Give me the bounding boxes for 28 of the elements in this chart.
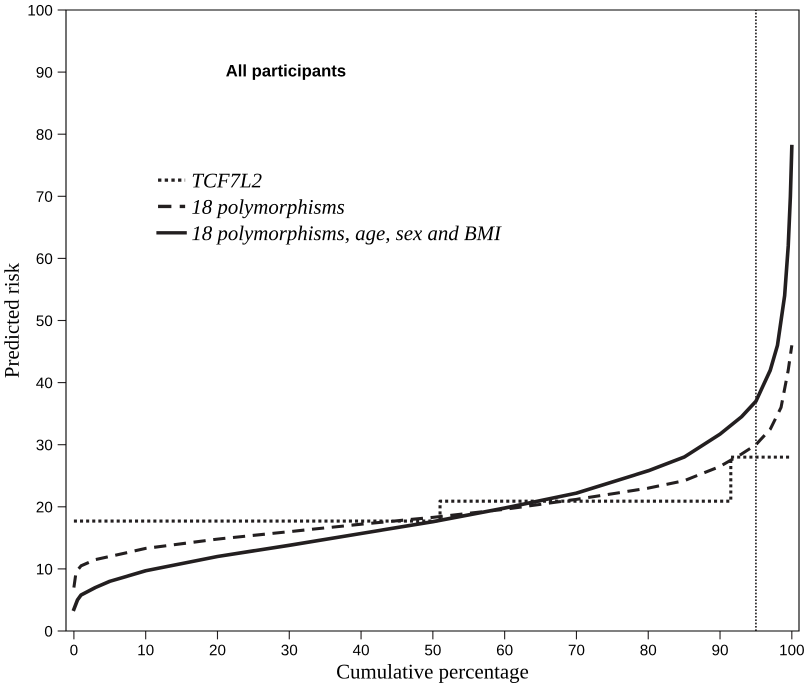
- y-tick-label: 30: [36, 440, 52, 450]
- y-tick-label: 90: [36, 66, 52, 78]
- text: All participants: [226, 64, 346, 80]
- x-tick-label: 70: [568, 644, 584, 656]
- legend-label: TCF7L2: [192, 174, 262, 188]
- y-tick-label: 70: [36, 191, 52, 202]
- y-tick-label: 80: [36, 129, 52, 140]
- x-tick-label: 20: [210, 644, 226, 656]
- x-tick-label: 30: [281, 644, 298, 656]
- x-tick-label: 40: [352, 644, 369, 656]
- x-axis-title: Cumulative percentage: [337, 664, 528, 683]
- y-tick-label: 100: [28, 4, 52, 16]
- x-tick-label: 80: [640, 644, 656, 656]
- x-tick-label: 90: [712, 644, 728, 656]
- y-tick-label: 40: [36, 377, 52, 388]
- x-tick-label: 100: [780, 644, 804, 656]
- legend-label: 18 polymorphisms: [192, 199, 344, 218]
- x-tick-label: 10: [138, 644, 154, 656]
- x-tick-label: 0: [70, 644, 78, 656]
- legend-label: 18 polymorphisms, age, sex and BMI: [192, 226, 502, 245]
- y-tick-label: 10: [36, 564, 52, 575]
- x-tick-label: 60: [496, 644, 513, 656]
- x-tick-label: 50: [424, 644, 441, 656]
- y-axis-title: Predicted risk: [4, 262, 19, 378]
- y-tick-label: 60: [36, 253, 52, 264]
- y-tick-label: 20: [36, 502, 52, 512]
- y-tick-label: 0: [44, 626, 52, 637]
- y-tick-label: 50: [36, 315, 52, 326]
